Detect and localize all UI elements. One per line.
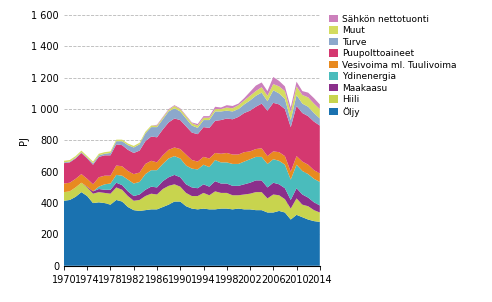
Y-axis label: PJ: PJ: [19, 136, 29, 145]
Legend: Sähkön nettotuonti, Muut, Turve, Puupolttoaineet, Vesivoima ml. Tuulivoima, Ydin: Sähkön nettotuonti, Muut, Turve, Puupolt…: [330, 14, 457, 117]
